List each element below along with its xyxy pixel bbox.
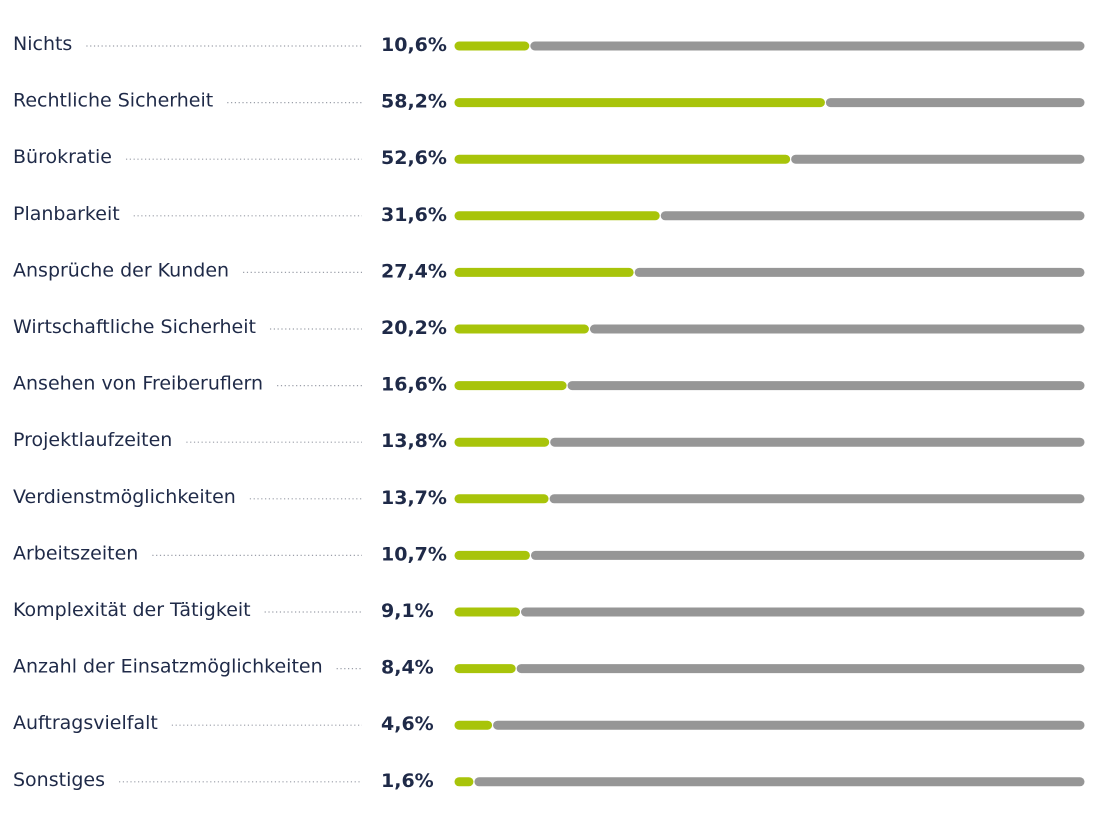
bar-row: Auftragsvielfalt 4,6% (13, 712, 1085, 735)
bar-row: Projektlaufzeiten 13,8% (13, 429, 1085, 452)
category-label: Wirtschaftliche Sicherheit (13, 316, 256, 338)
value-label: 8,4% (381, 657, 434, 679)
bar-row: Sonstiges 1,6% (13, 769, 1085, 792)
category-label: Planbarkeit (13, 203, 120, 225)
bar-row: Rechtliche Sicherheit 58,2% (13, 90, 1085, 113)
bar-row: Ansprüche der Kunden 27,4% (13, 259, 1085, 282)
category-label: Bürokratie (13, 146, 112, 168)
category-label: Anzahl der Einsatzmöglichkeiten (13, 656, 323, 678)
bar-row: Wirtschaftliche Sicherheit 20,2% (13, 316, 1085, 339)
value-label: 4,6% (381, 713, 434, 735)
value-label: 13,7% (381, 487, 447, 509)
category-label: Verdienstmöglichkeiten (13, 486, 236, 508)
bar-row: Arbeitszeiten 10,7% (13, 542, 1085, 565)
chart-rows: Nichts 10,6% Rechtliche Sicherheit 58,2% Bür… (13, 33, 1085, 792)
value-label: 10,7% (381, 543, 447, 565)
category-label: Ansehen von Freiberuflern (13, 373, 263, 395)
category-label: Komplexität der Tätigkeit (13, 599, 251, 621)
bar-row: Bürokratie 52,6% (13, 146, 1085, 169)
category-label: Sonstiges (13, 769, 105, 791)
value-label: 1,6% (381, 770, 434, 792)
bar-row: Ansehen von Freiberuflern 16,6% (13, 373, 1085, 396)
value-label: 20,2% (381, 317, 447, 339)
bar-row: Planbarkeit 31,6% (13, 203, 1085, 226)
category-label: Rechtliche Sicherheit (13, 90, 213, 112)
value-label: 13,8% (381, 430, 447, 452)
value-label: 9,1% (381, 600, 434, 622)
bar-row: Komplexität der Tätigkeit 9,1% (13, 599, 1085, 622)
category-label: Auftragsvielfalt (13, 712, 158, 734)
bar-row: Verdienstmöglichkeiten 13,7% (13, 486, 1085, 509)
category-label: Projektlaufzeiten (13, 429, 172, 451)
value-label: 52,6% (381, 147, 447, 169)
category-label: Ansprüche der Kunden (13, 259, 229, 281)
value-label: 27,4% (381, 260, 447, 282)
category-label: Nichts (13, 33, 72, 55)
value-label: 16,6% (381, 374, 447, 396)
value-label: 31,6% (381, 204, 447, 226)
bar-row: Anzahl der Einsatzmöglichkeiten 8,4% (13, 656, 1085, 679)
value-label: 10,6% (381, 34, 447, 56)
value-label: 58,2% (381, 91, 447, 113)
category-label: Arbeitszeiten (13, 542, 138, 564)
bar-row: Nichts 10,6% (13, 33, 1085, 56)
